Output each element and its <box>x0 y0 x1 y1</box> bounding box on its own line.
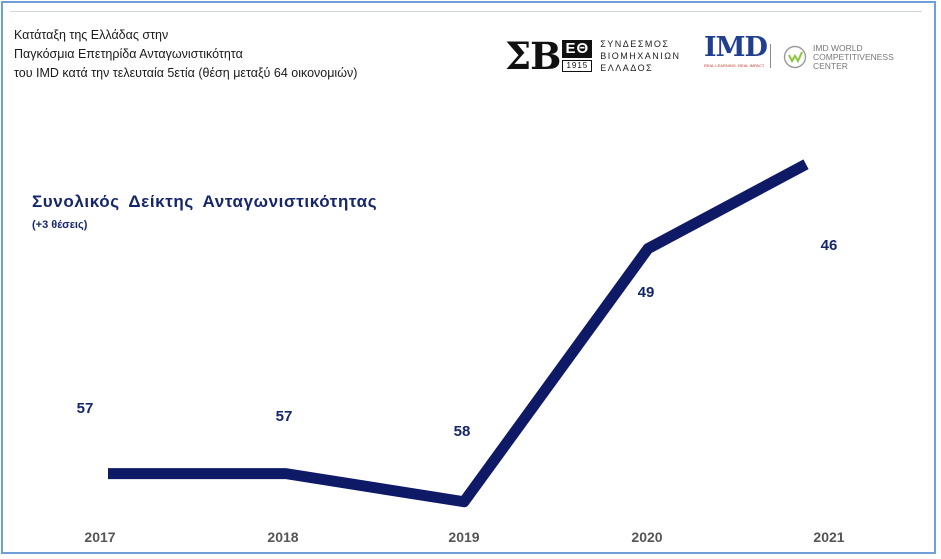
data-label-2019: 58 <box>445 417 479 445</box>
data-label-2018: 57 <box>267 402 301 430</box>
wcc-logo-line-1: IMD WORLD <box>813 43 863 53</box>
imd-logo: IMD REAL LEARNING. REAL IMPACT <box>704 32 768 69</box>
header-line-3: του IMD κατά την τελευταία 5ετία (θέση μ… <box>14 66 358 80</box>
data-label-2017: 57 <box>77 400 94 417</box>
data-label-text: 46 <box>821 237 838 254</box>
data-label-text: 57 <box>77 400 94 417</box>
data-label-bg <box>445 417 479 445</box>
sev-logo-mark: ΣΒ <box>505 33 561 78</box>
data-label-text: 58 <box>454 423 471 440</box>
sev-logo-box: ΕΘ 1915 <box>562 40 593 72</box>
wcc-logo-text: IMD WORLD COMPETITIVENESS CENTER <box>813 44 894 71</box>
sev-logo-line-2: ΒΙΟΜΗΧΑΝΙΩΝ <box>600 51 681 61</box>
sev-logo-year: 1915 <box>562 60 593 72</box>
sev-logo: ΣΒ ΕΘ 1915 ΣΥΝΔΕΣΜΟΣ ΒΙΟΜΗΧΑΝΙΩΝ ΕΛΛΑΔΟΣ <box>505 36 680 76</box>
series-line <box>108 159 809 508</box>
top-divider <box>10 11 922 12</box>
wcc-logo-line-2: COMPETITIVENESS <box>813 52 894 62</box>
x-tick-label-2018: 2018 <box>267 529 298 545</box>
data-label-bg <box>629 278 663 306</box>
logo-divider <box>770 44 771 68</box>
data-label-text: 49 <box>638 284 655 301</box>
header-line-2: Παγκόσμια Επετηρίδα Ανταγωνιστικότητα <box>14 47 243 61</box>
imd-logo-tagline: REAL LEARNING. REAL IMPACT <box>704 63 765 68</box>
chart-title: Συνολικός Δείκτης Ανταγωνιστικότητας <box>32 192 378 211</box>
x-tick-label-2019: 2019 <box>448 529 479 545</box>
chart-subtitle: (+3 θέσεις) <box>32 219 88 231</box>
header-text: Κατάταξη της Ελλάδας στην Παγκόσμια Επετ… <box>14 26 357 83</box>
data-label-text: 57 <box>276 408 293 425</box>
data-label-bg <box>267 402 301 430</box>
sev-logo-text: ΣΥΝΔΕΣΜΟΣ ΒΙΟΜΗΧΑΝΙΩΝ ΕΛΛΑΔΟΣ <box>600 38 680 74</box>
data-label-2021: 46 <box>821 237 838 254</box>
header-line-1: Κατάταξη της Ελλάδας στην <box>14 28 169 42</box>
wcc-logo-line-3: CENTER <box>813 61 848 71</box>
sev-logo-line-1: ΣΥΝΔΕΣΜΟΣ <box>600 39 670 49</box>
data-label-2020: 49 <box>629 278 663 306</box>
x-tick-label-2021: 2021 <box>813 529 844 545</box>
sev-logo-line-3: ΕΛΛΑΔΟΣ <box>600 63 654 73</box>
x-tick-label-2020: 2020 <box>631 529 662 545</box>
x-tick-label-2017: 2017 <box>84 529 115 545</box>
sev-logo-box-letters: ΕΘ <box>562 40 593 58</box>
wcc-logo-icon <box>783 45 807 69</box>
imd-logo-mark: IMD <box>704 32 768 63</box>
